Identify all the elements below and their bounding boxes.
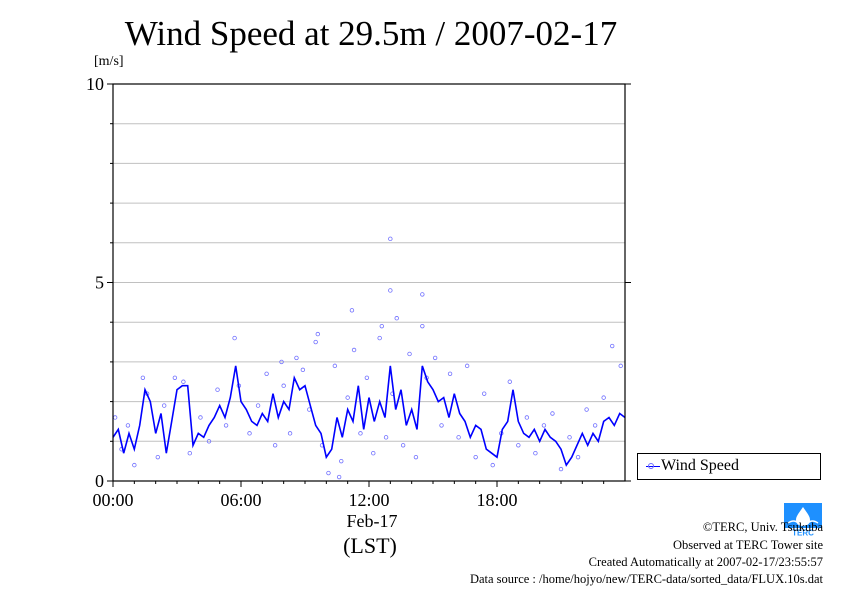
scatter-point	[420, 292, 425, 297]
scatter-point	[482, 391, 487, 396]
scatter-point	[364, 375, 370, 380]
scatter-point	[432, 355, 438, 361]
scatter-point	[326, 470, 331, 476]
scatter-point	[575, 454, 581, 460]
scatter-point	[272, 443, 278, 448]
wind-speed-line	[112, 365, 626, 467]
scatter-point	[140, 375, 146, 380]
scatter-point	[287, 431, 293, 436]
scatter-point	[524, 415, 530, 420]
legend-marker-swatch	[648, 463, 654, 469]
legend: Wind Speed	[637, 453, 821, 480]
scatter-point	[490, 462, 495, 468]
scatter-point	[400, 443, 406, 448]
scatter-point	[618, 363, 623, 369]
scatter-point	[464, 363, 470, 369]
scatter-point	[215, 387, 220, 392]
scatter-point	[172, 375, 178, 380]
logo-drop-icon	[796, 507, 810, 526]
x-axis-date-label: Feb-17	[346, 511, 398, 531]
y-tick-label: 10	[86, 74, 104, 94]
scatter-point	[413, 454, 419, 460]
x-tick-label: 18:00	[476, 490, 517, 510]
scatter-point	[388, 236, 393, 242]
scatter-point	[206, 439, 212, 444]
scatter-point	[132, 462, 137, 468]
terc-logo: TERC	[784, 503, 822, 537]
scatter-point	[339, 458, 344, 464]
scatter-series	[112, 236, 623, 480]
scatter-point	[161, 403, 167, 408]
logo-text-band	[784, 528, 822, 537]
scatter-point	[507, 379, 512, 384]
scatter-point	[383, 435, 389, 440]
scatter-point	[313, 339, 318, 345]
y-axis-unit-label: [m/s]	[94, 54, 124, 69]
scatter-point	[264, 371, 269, 377]
logo-text: TERC	[792, 529, 814, 538]
scatter-point	[567, 435, 572, 440]
scatter-point	[394, 316, 399, 321]
scatter-point	[516, 443, 521, 448]
scatter-point	[379, 323, 384, 329]
scatter-point	[420, 323, 425, 329]
scatter-point	[279, 359, 284, 365]
scatter-point	[456, 435, 461, 440]
scatter-point	[601, 395, 606, 400]
scatter-point	[592, 423, 598, 428]
axis-ticks: 0 5 10 00:00 06:00 12:00 18:00	[86, 74, 631, 510]
scatter-point	[181, 379, 186, 384]
scatter-point	[558, 466, 564, 472]
scatter-point	[336, 474, 342, 480]
scatter-point	[332, 363, 338, 369]
scatter-point	[377, 335, 382, 341]
scatter-point	[155, 454, 160, 460]
scatter-point	[439, 423, 444, 428]
credit-created: Created Automatically at 2007-02-17/23:5…	[588, 555, 823, 569]
grid-lines	[113, 123, 625, 442]
credit-copyright: ©TERC, Univ. Tsukuba	[702, 520, 823, 534]
scatter-point	[388, 288, 393, 293]
scatter-point	[125, 423, 131, 428]
credit-source: Data source : /home/hojyo/new/TERC-data/…	[469, 572, 823, 586]
scatter-point	[351, 347, 357, 353]
chart-title: Wind Speed at 29.5m / 2007-02-17	[124, 14, 618, 53]
scatter-point	[371, 451, 376, 456]
scatter-point	[232, 335, 237, 341]
scatter-point	[315, 331, 320, 337]
scatter-point	[198, 415, 203, 420]
x-tick-label: 00:00	[92, 490, 133, 510]
logo-wave-right	[807, 520, 819, 524]
x-tick-label: 12:00	[348, 490, 389, 510]
scatter-point	[473, 454, 478, 460]
scatter-point	[584, 407, 589, 412]
scatter-point	[187, 451, 192, 456]
scatter-point	[300, 367, 306, 373]
credit-observed: Observed at TERC Tower site	[672, 538, 823, 552]
scatter-point	[541, 423, 547, 428]
scatter-point	[247, 431, 252, 436]
scatter-point	[407, 351, 412, 357]
scatter-point	[223, 423, 229, 428]
scatter-point	[349, 308, 355, 313]
scatter-point	[447, 371, 453, 377]
scatter-point	[294, 355, 299, 361]
scatter-point	[281, 383, 286, 388]
scatter-point	[345, 395, 350, 400]
x-tick-label: 06:00	[220, 490, 261, 510]
logo-wave-left	[787, 520, 799, 524]
scatter-point	[533, 451, 538, 456]
scatter-point	[610, 343, 615, 349]
x-axis-timezone-label: (LST)	[343, 533, 397, 558]
y-tick-label: 0	[95, 471, 104, 491]
legend-label: Wind Speed	[661, 457, 740, 474]
scatter-point	[112, 415, 118, 420]
scatter-point	[358, 431, 363, 436]
line-series	[112, 365, 626, 467]
scatter-point	[255, 403, 261, 408]
scatter-point	[550, 411, 555, 416]
y-tick-label: 5	[95, 273, 104, 293]
